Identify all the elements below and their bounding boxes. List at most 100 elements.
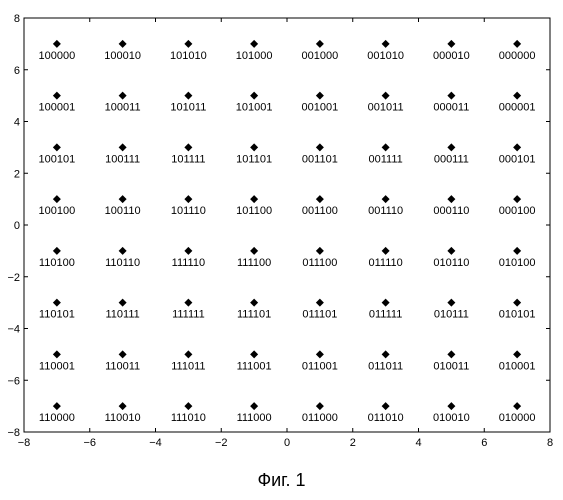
point-label: 011111	[369, 309, 402, 321]
point-label: 100100	[39, 205, 76, 217]
constellation-point	[184, 350, 192, 358]
plot-frame	[24, 18, 550, 432]
constellation-point	[316, 350, 324, 358]
constellation-point	[119, 402, 127, 410]
point-label: 100001	[39, 102, 76, 114]
point-label: 011110	[368, 257, 402, 269]
constellation-point	[119, 350, 127, 358]
point-label: 011100	[302, 257, 337, 269]
point-label: 010111	[434, 309, 469, 321]
constellation-point	[447, 143, 455, 151]
constellation-point	[250, 195, 258, 203]
x-tick-label: 8	[547, 437, 553, 449]
constellation-point	[447, 195, 455, 203]
point-label: 000010	[433, 50, 470, 62]
data-points: 1000001000101010101010000010000010100000…	[39, 40, 536, 424]
point-label: 110010	[105, 412, 141, 424]
constellation-point	[184, 247, 192, 255]
constellation-point	[513, 402, 521, 410]
constellation-point	[382, 195, 390, 203]
point-label: 010010	[433, 412, 470, 424]
point-label: 010101	[499, 309, 536, 321]
constellation-point	[447, 40, 455, 48]
constellation-point	[184, 195, 192, 203]
constellation-point	[382, 402, 390, 410]
point-label: 111011	[171, 360, 205, 372]
point-label: 101100	[236, 205, 272, 217]
point-label: 001010	[367, 50, 404, 62]
constellation-point	[447, 299, 455, 307]
point-label: 100000	[39, 50, 76, 62]
constellation-point	[119, 195, 127, 203]
point-label: 000110	[433, 205, 469, 217]
y-tick-label: −2	[7, 272, 20, 284]
constellation-point	[447, 92, 455, 100]
point-label: 001101	[302, 153, 338, 165]
constellation-point	[119, 92, 127, 100]
point-label: 100101	[39, 153, 76, 165]
point-label: 110000	[39, 412, 75, 424]
point-label: 111010	[171, 412, 206, 424]
y-tick-label: 8	[14, 13, 20, 25]
point-label: 001100	[302, 205, 338, 217]
constellation-point	[53, 40, 61, 48]
constellation-point	[53, 247, 61, 255]
constellation-point	[53, 195, 61, 203]
point-label: 011010	[368, 412, 404, 424]
point-label: 100011	[105, 102, 141, 114]
point-label: 111000	[237, 412, 272, 424]
y-tick-label: 2	[14, 168, 20, 180]
constellation-point	[513, 195, 521, 203]
x-tick-label: 4	[415, 437, 421, 449]
point-label: 110100	[39, 257, 75, 269]
constellation-point	[447, 402, 455, 410]
constellation-point	[447, 247, 455, 255]
constellation-point	[513, 299, 521, 307]
constellation-point	[184, 402, 192, 410]
constellation-point	[513, 143, 521, 151]
constellation-point	[382, 299, 390, 307]
point-label: 011000	[302, 412, 338, 424]
x-tick-label: 0	[284, 437, 290, 449]
constellation-point	[53, 92, 61, 100]
y-tick-label: −8	[7, 427, 20, 439]
point-label: 001001	[302, 102, 339, 114]
point-label: 010011	[433, 360, 469, 372]
point-label: 110011	[105, 360, 140, 372]
point-label: 011001	[302, 360, 338, 372]
constellation-point	[250, 350, 258, 358]
constellation-point	[382, 143, 390, 151]
x-tick-label: 6	[481, 437, 487, 449]
figure-caption: Фиг. 1	[0, 470, 563, 491]
constellation-point	[250, 92, 258, 100]
point-label: 110111	[105, 309, 139, 321]
constellation-point	[382, 247, 390, 255]
point-label: 101010	[170, 50, 207, 62]
y-tick-label: 4	[14, 117, 20, 129]
point-label: 101101	[236, 153, 272, 165]
point-label: 011011	[368, 360, 403, 372]
point-label: 000000	[499, 50, 536, 62]
constellation-point	[184, 92, 192, 100]
point-label: 010110	[433, 257, 469, 269]
constellation-point	[513, 247, 521, 255]
point-label: 010100	[499, 257, 536, 269]
point-label: 011101	[302, 309, 337, 321]
constellation-point	[316, 40, 324, 48]
constellation-point	[513, 40, 521, 48]
constellation-point	[447, 350, 455, 358]
constellation-point	[184, 143, 192, 151]
constellation-point	[316, 92, 324, 100]
constellation-point	[250, 40, 258, 48]
constellation-point	[53, 299, 61, 307]
constellation-point	[184, 299, 192, 307]
point-label: 111110	[172, 257, 205, 269]
point-label: 101111	[171, 153, 205, 165]
y-tick-label: −6	[7, 375, 20, 387]
point-label: 110110	[105, 257, 140, 269]
constellation-point	[250, 299, 258, 307]
constellation-point	[119, 247, 127, 255]
axis-ticks: −8−6−4−202468−8−6−4−202468	[7, 13, 553, 449]
point-label: 110101	[39, 309, 75, 321]
point-label: 101011	[170, 102, 206, 114]
